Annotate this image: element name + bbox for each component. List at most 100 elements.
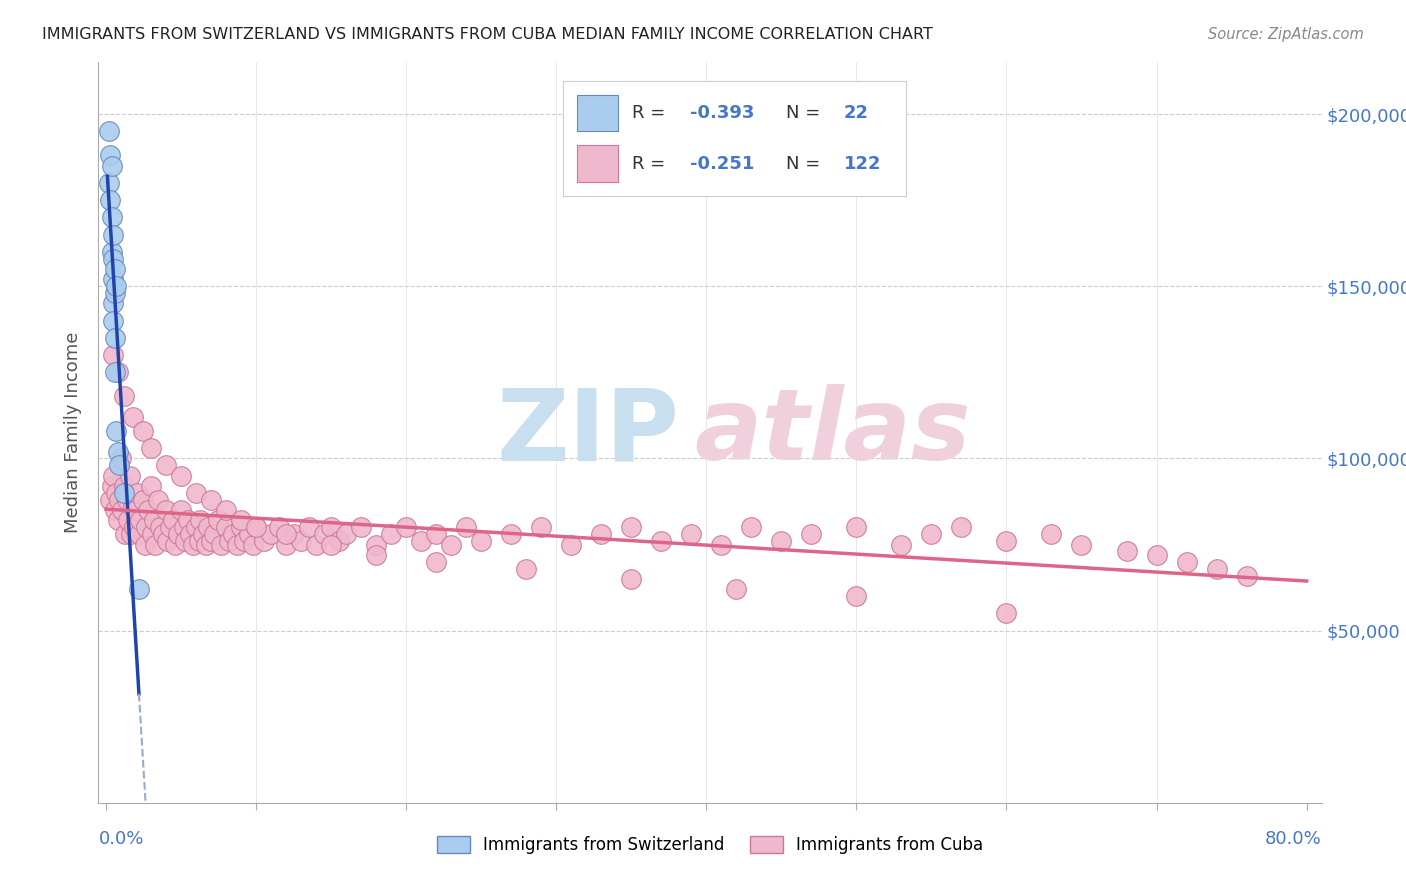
Point	[145, 537, 167, 551]
Point	[211, 537, 233, 551]
Point	[163, 537, 186, 551]
Point	[195, 537, 218, 551]
Point	[100, 148, 122, 162]
Point	[184, 520, 207, 534]
Point	[229, 513, 252, 527]
Point	[101, 479, 124, 493]
Point	[152, 527, 174, 541]
Point	[107, 444, 129, 458]
Point	[103, 314, 125, 328]
Point	[274, 537, 297, 551]
Point	[177, 513, 200, 527]
Point	[440, 537, 463, 551]
Y-axis label: Median Family Income: Median Family Income	[65, 332, 83, 533]
Point	[1040, 527, 1063, 541]
Point	[136, 503, 159, 517]
Point	[162, 513, 184, 527]
Point	[890, 537, 912, 551]
Point	[170, 503, 193, 517]
Point	[104, 503, 127, 517]
Point	[620, 520, 643, 534]
Point	[108, 458, 131, 473]
Point	[97, 124, 120, 138]
Point	[122, 500, 145, 514]
Point	[200, 492, 222, 507]
Point	[105, 279, 128, 293]
Point	[155, 458, 177, 473]
Point	[1175, 555, 1198, 569]
Point	[515, 561, 537, 575]
Point	[202, 527, 225, 541]
Point	[364, 537, 387, 551]
Point	[103, 348, 125, 362]
Point	[710, 537, 733, 551]
Point	[260, 527, 283, 541]
Point	[135, 520, 157, 534]
Legend: Immigrants from Switzerland, Immigrants from Cuba: Immigrants from Switzerland, Immigrants …	[430, 830, 990, 861]
Point	[229, 520, 252, 534]
Point	[155, 503, 177, 517]
Point	[411, 534, 433, 549]
Point	[233, 534, 256, 549]
Point	[218, 534, 240, 549]
Point	[115, 492, 138, 507]
Point	[1115, 544, 1137, 558]
Point	[142, 513, 165, 527]
Point	[1070, 537, 1092, 551]
Point	[920, 527, 942, 541]
Point	[225, 537, 247, 551]
Point	[127, 486, 149, 500]
Point	[114, 527, 136, 541]
Point	[181, 537, 204, 551]
Point	[101, 211, 124, 225]
Point	[107, 513, 129, 527]
Point	[395, 520, 418, 534]
Point	[650, 534, 672, 549]
Point	[530, 520, 553, 534]
Point	[148, 492, 170, 507]
Point	[118, 468, 141, 483]
Point	[170, 468, 193, 483]
Point	[156, 534, 179, 549]
Point	[128, 527, 150, 541]
Point	[104, 331, 127, 345]
Point	[193, 527, 215, 541]
Point	[297, 520, 319, 534]
Point	[159, 520, 181, 534]
Text: ZIP: ZIP	[496, 384, 679, 481]
Point	[122, 410, 145, 425]
Point	[725, 582, 748, 597]
Point	[124, 520, 146, 534]
Point	[245, 520, 267, 534]
Point	[950, 520, 973, 534]
Point	[267, 520, 290, 534]
Point	[364, 548, 387, 562]
Point	[200, 534, 222, 549]
Point	[179, 527, 201, 541]
Point	[103, 468, 125, 483]
Point	[139, 441, 162, 455]
Text: Source: ZipAtlas.com: Source: ZipAtlas.com	[1208, 27, 1364, 42]
Point	[242, 537, 264, 551]
Point	[120, 527, 142, 541]
Point	[112, 389, 135, 403]
Point	[117, 513, 139, 527]
Point	[335, 527, 357, 541]
Point	[740, 520, 762, 534]
Point	[290, 534, 312, 549]
Point	[215, 520, 238, 534]
Point	[770, 534, 793, 549]
Point	[134, 537, 156, 551]
Point	[245, 520, 267, 534]
Point	[107, 365, 129, 379]
Point	[305, 537, 328, 551]
Text: 0.0%: 0.0%	[98, 830, 143, 847]
Point	[112, 486, 135, 500]
Point	[995, 607, 1018, 621]
Point	[105, 424, 128, 438]
Point	[995, 534, 1018, 549]
Point	[380, 527, 402, 541]
Point	[103, 272, 125, 286]
Point	[110, 451, 132, 466]
Point	[104, 262, 127, 277]
